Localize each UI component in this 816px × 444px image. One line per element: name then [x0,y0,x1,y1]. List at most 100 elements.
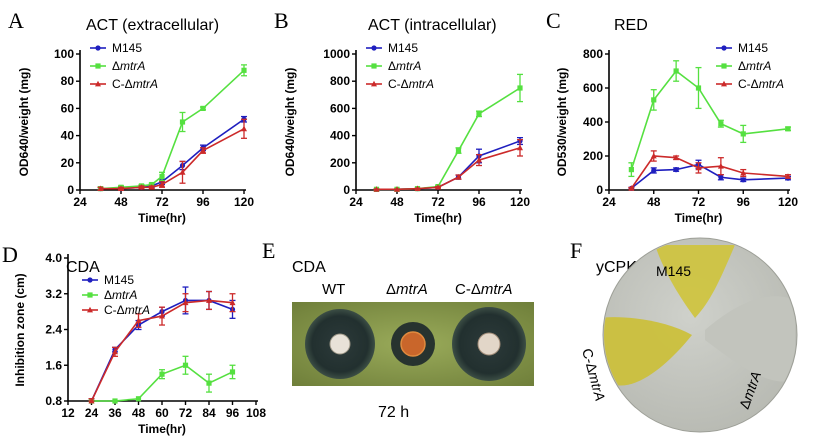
x-axis-label: Time(hr) [414,211,462,225]
data-point-CdmtrA [159,181,165,187]
panel-letter-a: A [8,8,24,33]
panel-e-label-wt: WT [322,281,345,298]
data-point-CdmtrA [740,169,747,176]
legend-label-CdmtrA: C-ΔmtrA [104,303,150,317]
legend-marker-dmtrA [371,63,377,69]
legend-marker-CdmtrA [371,80,377,87]
chart-panel-a: A ACT (extracellular) 24 48 72 96 120 0 20 40 60 80… [8,8,254,225]
y-tick-label: 1000 [323,47,350,61]
panel-e-photo: E CDA WT ΔmtrA C-ΔmtrA 72 h [262,238,534,421]
growth-sector-m145 [655,245,735,318]
data-point-dmtrA [135,396,142,402]
disc-cdmtra [477,332,501,356]
y-tick-label: 800 [583,47,603,61]
x-tick-label: 24 [349,195,363,209]
legend-marker-M145 [95,45,101,51]
data-point-CdmtrA [159,312,165,319]
data-point-CdmtrA [241,125,247,132]
data-point-CdmtrA [373,186,380,192]
legend-label-dmtrA: ΔmtrA [388,59,421,73]
data-point-dmtrA [673,68,679,74]
panel-letter-f: F [570,238,582,263]
data-point-CdmtrA [414,185,421,192]
panel-e-label-cdmtra: C-ΔmtrA [455,281,513,298]
data-point-M145 [651,167,657,174]
data-point-CdmtrA [200,147,206,153]
data-point-CdmtrA [179,169,186,175]
data-point-CdmtrA [785,173,791,179]
data-point-CdmtrA [182,299,189,306]
y-tick-label: 0.8 [45,394,62,408]
legend-label-dmtrA: ΔmtrA [104,288,137,302]
chart-title-d: CDA [66,259,100,276]
y-axis-label: OD640/weight (mg) [283,68,297,177]
legend-label-M145: M145 [112,41,142,55]
data-point-CdmtrA [628,185,635,191]
data-point-CdmtrA [229,299,236,306]
legend-label-M145: M145 [388,41,418,55]
chart-title-a: ACT (extracellular) [86,17,219,34]
legend-label-M145: M145 [738,41,768,55]
data-point-CdmtrA [717,163,724,169]
data-point-CdmtrA [455,173,462,180]
data-point-M145 [740,177,746,183]
data-point-CdmtrA [206,297,212,303]
data-point-CdmtrA [476,156,482,163]
y-tick-label: 0 [596,183,603,197]
legend-marker-M145 [721,45,727,51]
x-tick-label: 96 [737,195,751,209]
data-point-dmtrA [740,131,746,137]
data-point-CdmtrA [650,152,657,159]
disc-wt [329,333,351,355]
legend-label-CdmtrA: C-ΔmtrA [112,77,158,91]
legend-marker-dmtrA [87,292,93,298]
data-point-dmtrA [718,121,724,127]
x-tick-label: 12 [61,406,75,420]
chart-panel-c: C RED 24 48 72 96 120 0 200 400 600 800 Time(hr) OD53… [546,8,798,225]
x-tick-label: 96 [226,406,240,420]
y-tick-label: 400 [330,129,350,143]
y-tick-label: 800 [330,74,350,88]
legend-marker-CdmtrA [721,80,727,87]
data-point-CdmtrA [97,185,104,192]
data-point-dmtrA [628,167,634,173]
y-tick-label: 100 [54,47,74,61]
data-point-dmtrA [517,85,523,91]
y-tick-label: 200 [330,156,350,170]
data-point-dmtrA [476,111,482,117]
x-tick-label: 24 [85,406,99,420]
legend-label-dmtrA: ΔmtrA [112,59,145,73]
data-point-CdmtrA [138,184,145,190]
legend-marker-M145 [87,277,93,283]
x-tick-label: 48 [132,406,146,420]
x-tick-label: 96 [472,195,486,209]
x-tick-label: 96 [196,195,210,209]
data-point-M145 [718,174,724,180]
data-point-dmtrA [206,380,212,386]
legend-marker-dmtrA [95,63,101,69]
x-tick-label: 24 [602,195,616,209]
y-tick-label: 60 [61,101,75,115]
series-line-dmtrA [100,69,245,190]
panel-letter-e: E [262,238,275,263]
disc-dmtra [400,331,426,357]
y-axis-label: Inhibition zone (cm) [13,273,27,386]
data-point-CdmtrA [673,154,680,161]
growth-sector-dmtra [705,296,795,382]
data-point-dmtrA [159,173,165,179]
legend-label-M145: M145 [104,273,134,287]
panel-f-plate: F yCPK M145 C-ΔmtrA ΔmtrA [570,237,798,433]
growth-sector-cdmtra [604,317,692,386]
data-point-dmtrA [182,362,189,368]
panel-letter-d: D [2,242,18,267]
data-point-CdmtrA [394,186,400,192]
petri-plate [602,237,798,433]
y-tick-label: 400 [583,115,603,129]
data-point-CdmtrA [517,144,523,151]
plate-label-cdmtra: C-ΔmtrA [579,347,608,403]
data-point-dmtrA [695,85,702,91]
data-point-M145 [673,167,679,173]
data-point-dmtrA [455,147,462,154]
panel-e-title: CDA [292,259,326,276]
x-tick-label: 84 [202,406,216,420]
